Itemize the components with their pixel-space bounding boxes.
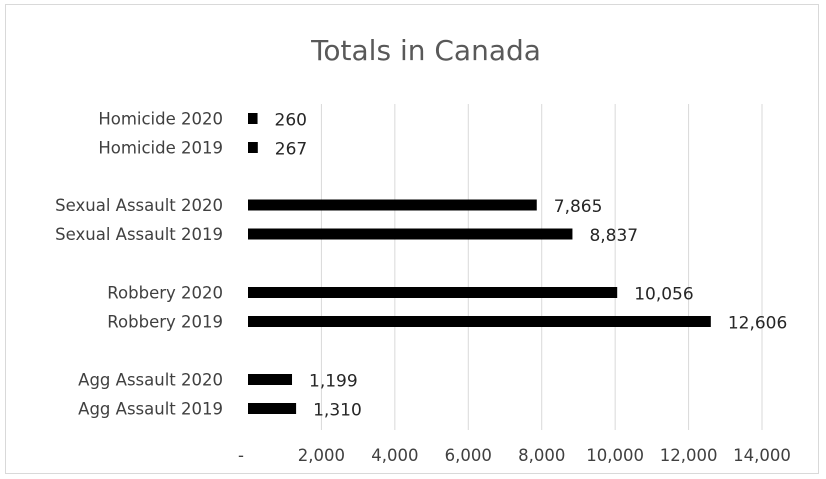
- bar: [248, 228, 573, 240]
- data-label: 1,310: [313, 401, 362, 421]
- category-label: Homicide 2020: [98, 110, 223, 129]
- data-label: 267: [275, 140, 307, 160]
- bar: [248, 287, 618, 298]
- category-labels: Homicide 2020 Homicide 2019 Sexual Assault…: [55, 110, 223, 419]
- category-label: Agg Assault 2019: [78, 400, 223, 419]
- x-tick-label: 6,000: [445, 446, 492, 465]
- chart-title: Totals in Canada: [310, 34, 541, 67]
- x-tick-label: 14,000: [733, 446, 791, 465]
- category-label: Sexual Assault 2019: [55, 225, 223, 244]
- data-labels: 260 267 7,865 8,837 10,056 12,606 1,199 1,310: [275, 111, 788, 421]
- x-tick-label: 2,000: [298, 446, 345, 465]
- data-label: 12,606: [728, 314, 787, 334]
- category-label: Agg Assault 2020: [78, 371, 223, 390]
- bars: [248, 113, 711, 414]
- x-tick-label: -: [238, 446, 244, 465]
- category-label: Sexual Assault 2020: [55, 196, 223, 215]
- category-label: Robbery 2020: [107, 284, 223, 303]
- category-label: Homicide 2019: [98, 139, 223, 158]
- bar: [248, 374, 293, 385]
- bar: [248, 142, 258, 153]
- x-axis-ticks: - 2,000 4,000 6,000 8,000 10,000 12,000 14,000: [238, 446, 791, 465]
- data-label: 260: [275, 111, 307, 131]
- category-label: Robbery 2019: [107, 313, 223, 332]
- x-tick-label: 8,000: [518, 446, 565, 465]
- data-label: 8,837: [589, 226, 638, 246]
- bar: [248, 316, 711, 327]
- x-tick-label: 12,000: [660, 446, 718, 465]
- x-tick-label: 4,000: [371, 446, 418, 465]
- data-label: 1,199: [309, 372, 358, 392]
- data-label: 7,865: [554, 197, 603, 217]
- bar: [248, 199, 537, 211]
- gridlines: [320, 104, 763, 430]
- bar: [248, 113, 258, 124]
- bar: [248, 403, 297, 414]
- data-label: 10,056: [634, 285, 693, 305]
- x-tick-label: 10,000: [586, 446, 644, 465]
